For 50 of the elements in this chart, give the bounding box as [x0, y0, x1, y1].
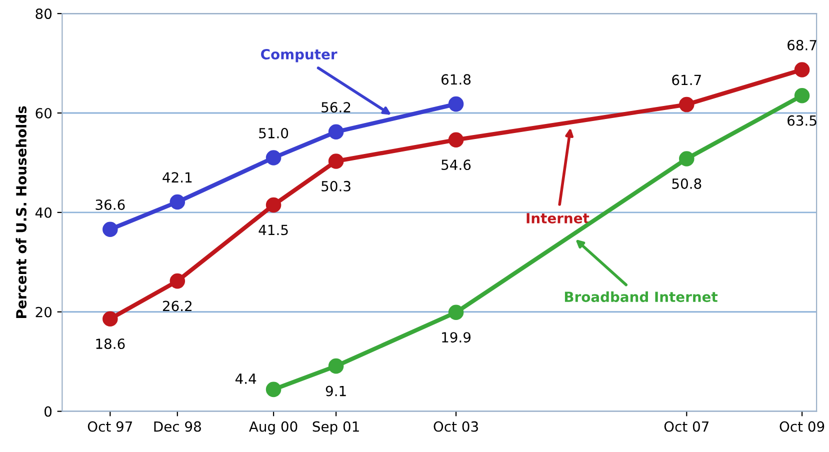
y-tick-label: 0 [44, 406, 52, 417]
data-label: 41.5 [258, 224, 288, 236]
data-label: 61.7 [672, 74, 701, 86]
point [170, 273, 186, 289]
point [794, 62, 810, 78]
y-tick-label: 20 [36, 306, 52, 318]
text: Broadband Internet [564, 291, 718, 302]
point [266, 197, 282, 213]
x-tick-label: Sep 01 [312, 421, 359, 434]
point [794, 88, 810, 104]
point [448, 304, 464, 320]
data-label: 18.6 [96, 338, 125, 350]
data-label: 4.4 [235, 374, 256, 384]
x-tick-label: Oct 09 [780, 421, 824, 432]
data-label: 68.7 [788, 40, 816, 50]
data-label: 50.8 [672, 178, 702, 189]
point [448, 96, 464, 112]
y-tick-label: 60 [36, 108, 52, 118]
data-label: 63.5 [788, 115, 816, 126]
data-label: 51.0 [259, 128, 288, 138]
text: Internet [526, 213, 590, 224]
point [328, 124, 344, 140]
point [679, 151, 694, 166]
point [102, 311, 118, 326]
point [266, 382, 282, 398]
data-label: 50.3 [322, 180, 350, 192]
point [448, 132, 464, 148]
point [328, 358, 344, 374]
x-tick-label: Dec 98 [154, 421, 201, 432]
data-label: 54.6 [442, 160, 471, 170]
x-tick-label: Oct 97 [88, 421, 132, 432]
point [679, 96, 694, 112]
point [102, 222, 118, 237]
data-label: 26.2 [162, 300, 192, 312]
x-tick-label: Aug 00 [249, 421, 298, 434]
data-label: 36.6 [96, 199, 125, 210]
data-label: 9.1 [326, 386, 346, 396]
y-axis-title: Percent of U.S. Households [16, 106, 27, 318]
point [170, 194, 186, 210]
y-tick-label: 40 [35, 207, 52, 218]
data-label: 19.9 [442, 332, 471, 343]
x-tick-label: Oct 03 [434, 421, 478, 432]
point [266, 150, 282, 166]
text: Computer [261, 48, 338, 62]
data-label: 56.2 [322, 102, 350, 113]
y-tick-label: 80 [36, 8, 52, 20]
data-label: 61.8 [442, 74, 471, 85]
x-tick-label: Oct 07 [664, 421, 709, 432]
point [328, 154, 344, 169]
data-label: 42.1 [162, 172, 192, 182]
